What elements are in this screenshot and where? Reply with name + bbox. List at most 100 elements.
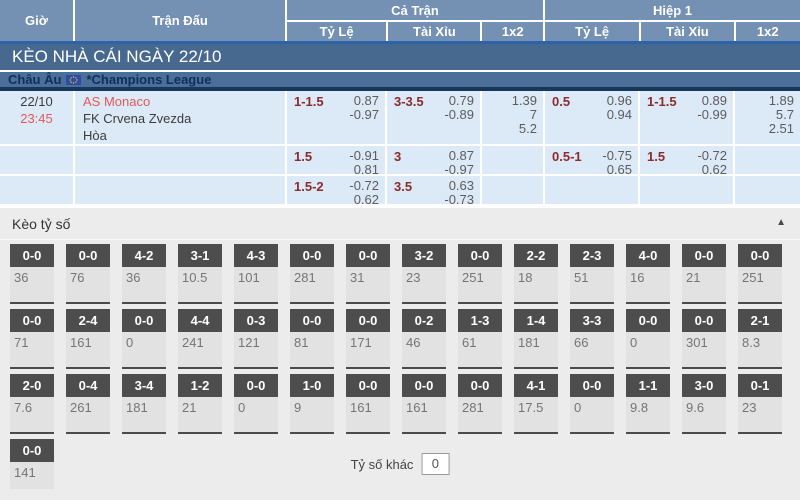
odds-value[interactable]: 0.87 bbox=[448, 148, 474, 163]
odds-value[interactable]: 0.62 bbox=[353, 192, 379, 205]
score-box[interactable]: 3-2 23 bbox=[402, 244, 446, 304]
score-box[interactable]: 0-0 71 bbox=[10, 309, 54, 369]
ft-over-under-cell[interactable]: 3.5 0.63 -0.73 bbox=[385, 176, 480, 204]
score-box[interactable]: 3-0 9.6 bbox=[682, 374, 726, 434]
score-box[interactable]: 2-0 7.6 bbox=[10, 374, 54, 434]
score-odds[interactable]: 36 bbox=[122, 267, 166, 302]
score-odds[interactable]: 10.5 bbox=[178, 267, 222, 302]
score-odds[interactable]: 7.6 bbox=[10, 397, 54, 432]
home-team[interactable]: AS Monaco bbox=[83, 94, 151, 109]
odds-value[interactable]: 0.62 bbox=[701, 162, 727, 175]
odds-value[interactable]: -0.97 bbox=[444, 162, 474, 175]
odds-value[interactable]: 0.89 bbox=[701, 93, 727, 108]
score-box[interactable]: 0-0 161 bbox=[402, 374, 446, 434]
score-odds[interactable]: 9.6 bbox=[682, 397, 726, 432]
score-box[interactable]: 4-0 16 bbox=[626, 244, 670, 304]
score-box[interactable]: 3-1 10.5 bbox=[178, 244, 222, 304]
odds-value[interactable]: 1.89 bbox=[768, 93, 794, 108]
score-box[interactable]: 0-0 301 bbox=[682, 309, 726, 369]
score-odds[interactable]: 16 bbox=[626, 267, 670, 302]
odds-value[interactable]: 5.7 bbox=[775, 107, 794, 122]
score-odds[interactable]: 281 bbox=[458, 397, 502, 432]
h1-handicap-cell[interactable]: 0.5 0.96 0.94 bbox=[543, 91, 638, 144]
odds-value[interactable]: 1.39 bbox=[511, 93, 537, 108]
odds-value[interactable]: -0.72 bbox=[349, 178, 379, 193]
ft-handicap-cell[interactable]: 1.5 -0.91 0.81 bbox=[285, 146, 385, 174]
odds-value[interactable]: 0.81 bbox=[353, 162, 379, 175]
away-team[interactable]: FK Crvena Zvezda bbox=[83, 111, 192, 126]
score-box[interactable]: 4-4 241 bbox=[178, 309, 222, 369]
ft-1x2-cell[interactable]: 1.39 7 5.2 bbox=[480, 91, 543, 144]
odds-value[interactable]: 0.96 bbox=[606, 93, 632, 108]
score-odds[interactable]: 18 bbox=[514, 267, 558, 302]
score-box[interactable]: 0-0 0 bbox=[122, 309, 166, 369]
score-odds[interactable]: 21 bbox=[178, 397, 222, 432]
score-odds[interactable]: 161 bbox=[402, 397, 446, 432]
score-odds[interactable]: 31 bbox=[346, 267, 390, 302]
score-odds[interactable]: 8.3 bbox=[738, 332, 782, 367]
h1-handicap-cell[interactable]: 0.5-1 -0.75 0.65 bbox=[543, 146, 638, 174]
score-box[interactable]: 0-0 251 bbox=[458, 244, 502, 304]
score-box[interactable]: 1-0 9 bbox=[290, 374, 334, 434]
ft-handicap-cell[interactable]: 1-1.5 0.87 -0.97 bbox=[285, 91, 385, 144]
score-odds[interactable]: 81 bbox=[290, 332, 334, 367]
odds-value[interactable]: 0.65 bbox=[606, 162, 632, 175]
collapse-arrow-icon[interactable]: ▲ bbox=[776, 217, 786, 228]
score-box[interactable]: 1-4 181 bbox=[514, 309, 558, 369]
score-odds[interactable]: 181 bbox=[122, 397, 166, 432]
odds-value[interactable]: -0.97 bbox=[349, 107, 379, 122]
score-box[interactable]: 3-4 181 bbox=[122, 374, 166, 434]
score-odds[interactable]: 17.5 bbox=[514, 397, 558, 432]
score-box[interactable]: 0-0 281 bbox=[290, 244, 334, 304]
score-box[interactable]: 0-0 76 bbox=[66, 244, 110, 304]
score-odds[interactable]: 161 bbox=[346, 397, 390, 432]
odds-value[interactable]: 7 bbox=[529, 107, 537, 122]
score-box[interactable]: 2-4 161 bbox=[66, 309, 110, 369]
score-odds[interactable]: 23 bbox=[402, 267, 446, 302]
score-box[interactable]: 1-3 61 bbox=[458, 309, 502, 369]
ft-over-under-cell[interactable]: 3-3.5 0.79 -0.89 bbox=[385, 91, 480, 144]
score-odds[interactable]: 281 bbox=[290, 267, 334, 302]
odds-value[interactable]: -0.73 bbox=[444, 192, 474, 205]
odds-value[interactable]: 0.94 bbox=[606, 107, 632, 122]
score-odds[interactable]: 171 bbox=[346, 332, 390, 367]
score-odds[interactable]: 0 bbox=[234, 397, 278, 432]
score-box[interactable]: 1-2 21 bbox=[178, 374, 222, 434]
score-odds[interactable]: 9.8 bbox=[626, 397, 670, 432]
score-box[interactable]: 4-1 17.5 bbox=[514, 374, 558, 434]
odds-value[interactable]: 0.63 bbox=[448, 178, 474, 193]
score-odds[interactable]: 36 bbox=[10, 267, 54, 302]
odds-value[interactable]: 2.51 bbox=[768, 121, 794, 136]
score-box[interactable]: 4-2 36 bbox=[122, 244, 166, 304]
score-box[interactable]: 0-2 46 bbox=[402, 309, 446, 369]
odds-value[interactable]: -0.72 bbox=[697, 148, 727, 163]
ft-handicap-cell[interactable]: 1.5-2 -0.72 0.62 bbox=[285, 176, 385, 204]
score-odds[interactable]: 61 bbox=[458, 332, 502, 367]
score-box[interactable]: 0-0 161 bbox=[346, 374, 390, 434]
score-odds[interactable]: 301 bbox=[682, 332, 726, 367]
score-odds[interactable]: 66 bbox=[570, 332, 614, 367]
score-box[interactable]: 0-3 121 bbox=[234, 309, 278, 369]
score-box[interactable]: 0-0 0 bbox=[570, 374, 614, 434]
score-odds[interactable]: 71 bbox=[10, 332, 54, 367]
h1-1x2-cell[interactable]: 1.89 5.7 2.51 bbox=[733, 91, 800, 144]
score-box[interactable]: 0-0 0 bbox=[626, 309, 670, 369]
score-odds[interactable]: 21 bbox=[682, 267, 726, 302]
score-box[interactable]: 0-0 141 bbox=[10, 439, 54, 489]
score-box[interactable]: 0-4 261 bbox=[66, 374, 110, 434]
odds-value[interactable]: 5.2 bbox=[518, 121, 537, 136]
score-box[interactable]: 2-3 51 bbox=[570, 244, 614, 304]
score-box[interactable]: 2-2 18 bbox=[514, 244, 558, 304]
score-odds[interactable]: 0 bbox=[122, 332, 166, 367]
h1-over-under-cell[interactable]: 1.5 -0.72 0.62 bbox=[638, 146, 733, 174]
score-odds[interactable]: 251 bbox=[458, 267, 502, 302]
match-teams-cell[interactable]: AS Monaco FK Crvena Zvezda Hòa bbox=[73, 91, 285, 144]
score-box[interactable]: 0-0 171 bbox=[346, 309, 390, 369]
score-odds[interactable]: 161 bbox=[66, 332, 110, 367]
score-odds[interactable]: 46 bbox=[402, 332, 446, 367]
score-odds[interactable]: 0 bbox=[626, 332, 670, 367]
score-odds[interactable]: 9 bbox=[290, 397, 334, 432]
odds-value[interactable]: -0.91 bbox=[349, 148, 379, 163]
odds-value[interactable]: 0.79 bbox=[448, 93, 474, 108]
score-odds[interactable]: 261 bbox=[66, 397, 110, 432]
